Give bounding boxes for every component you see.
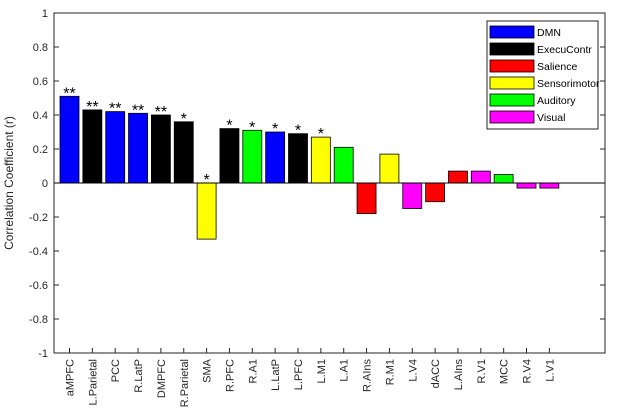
- x-tick-label: DMPFC: [156, 359, 168, 398]
- y-tick-label: -0.8: [29, 314, 48, 326]
- y-tick-label: 0: [42, 178, 48, 190]
- bar: [310, 136, 331, 184]
- bar: [173, 121, 194, 184]
- bar: [105, 111, 126, 184]
- legend-swatch: [489, 25, 535, 39]
- bar: [379, 153, 400, 184]
- bar: [242, 129, 263, 184]
- legend-swatch: [489, 93, 535, 107]
- bar: [196, 182, 217, 240]
- legend-label: Auditory: [537, 95, 576, 107]
- y-tick-label: 0.8: [33, 42, 48, 54]
- bar: [219, 128, 240, 184]
- bars: [59, 95, 560, 240]
- x-tick-label: L.A1: [339, 359, 351, 382]
- significance-marker: **: [155, 104, 167, 121]
- bar: [425, 182, 446, 203]
- significance-marker: *: [226, 118, 232, 135]
- legend-swatch: [489, 59, 535, 73]
- y-axis-title: Correlation Coefficient (r): [2, 116, 16, 250]
- y-tick-label: 1: [42, 8, 48, 20]
- bar: [333, 146, 354, 184]
- significance-marker: *: [272, 121, 278, 138]
- x-tick-label: R.V4: [522, 359, 534, 383]
- plot-frame: [53, 12, 606, 354]
- bar: [150, 114, 171, 184]
- y-tick-label: 0.2: [33, 144, 48, 156]
- x-tick-label: R.M1: [384, 359, 396, 385]
- legend-label: Sensorimotor: [537, 78, 600, 90]
- significance-markers: **** ** ** ** *** * * * *: [63, 85, 324, 189]
- y-tick-label: -0.6: [29, 280, 48, 292]
- significance-marker: *: [203, 172, 209, 189]
- significance-marker: **: [86, 99, 98, 116]
- bar: [265, 131, 286, 184]
- x-tick-label: PCC: [110, 359, 122, 382]
- x-tick-label: L.PFC: [293, 359, 305, 390]
- bar: [402, 182, 423, 209]
- bar: [448, 170, 468, 184]
- x-tick-label: SMA: [202, 358, 214, 383]
- bar: [493, 174, 514, 184]
- bar: [59, 95, 80, 184]
- legend-swatch: [489, 110, 535, 124]
- x-tick-label: R.A1: [247, 359, 259, 383]
- x-axis-tick-labels: aMPFC L.Parietal PCC R.LatP DMPFC R.Parietal S…: [65, 348, 556, 407]
- x-tick-label: R.AIns: [362, 359, 374, 393]
- significance-marker: *: [295, 123, 301, 140]
- x-tick-label: R.V1: [476, 359, 488, 383]
- legend-label: DMN: [537, 27, 561, 39]
- significance-marker: *: [181, 111, 187, 128]
- y-tick-label: -0.4: [29, 246, 48, 258]
- significance-marker: *: [249, 119, 255, 136]
- bar: [470, 170, 491, 184]
- legend-label: Salience: [537, 61, 577, 73]
- y-tick-label: 0.4: [33, 110, 48, 122]
- x-tick-label: dACC: [430, 359, 442, 388]
- x-tick-label: R.Parietal: [179, 359, 191, 407]
- x-tick-label: L.LatP: [270, 359, 282, 391]
- x-tick-label: L.M1: [316, 359, 328, 383]
- significance-marker: **: [109, 101, 121, 118]
- y-tick-label: -0.2: [29, 212, 48, 224]
- y-tick-label: 0.6: [33, 76, 48, 88]
- y-tick-label: -1: [38, 348, 48, 360]
- x-tick-label: MCC: [499, 359, 511, 384]
- x-tick-label: R.PFC: [224, 359, 236, 392]
- x-tick-label: L.AIns: [453, 359, 465, 391]
- bar: [82, 109, 103, 184]
- legend-swatch: [489, 76, 535, 90]
- legend-swatch: [489, 42, 535, 56]
- bar: [128, 112, 148, 184]
- bar: [516, 182, 537, 189]
- x-tick-label: aMPFC: [65, 359, 77, 396]
- significance-marker: **: [63, 85, 75, 102]
- significance-marker: *: [318, 126, 324, 143]
- legend: DMN ExecuContr Salience Sensorimotor Auditor…: [486, 20, 600, 130]
- x-tick-label: L.V4: [407, 359, 419, 382]
- bar: [356, 182, 377, 215]
- bar: [288, 133, 308, 184]
- x-tick-label: L.V1: [544, 359, 556, 382]
- bar: [539, 182, 560, 189]
- x-tick-label: R.LatP: [133, 359, 145, 393]
- significance-marker: **: [132, 102, 144, 119]
- legend-label: ExecuContr: [537, 44, 592, 56]
- x-tick-label: L.Parietal: [87, 359, 99, 405]
- legend-label: Visual: [537, 112, 565, 124]
